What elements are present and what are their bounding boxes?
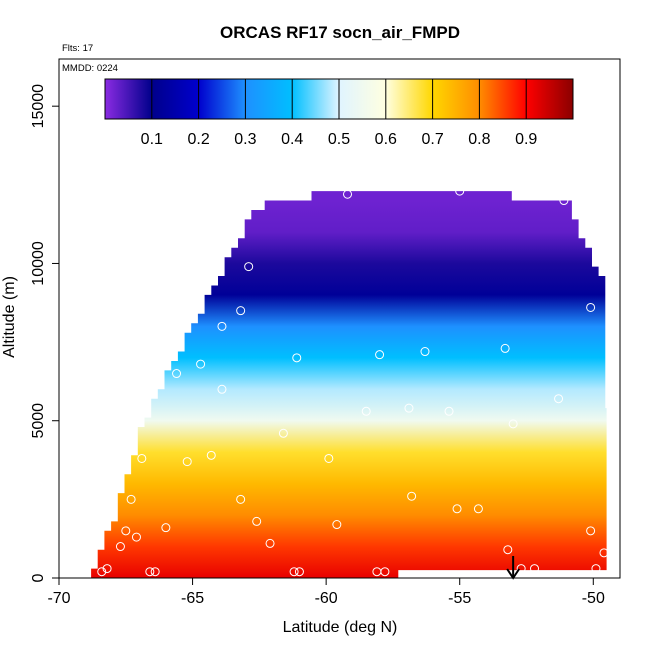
sample-point (102, 564, 112, 574)
sample-point (115, 542, 125, 552)
sample-point (444, 406, 454, 416)
colorbar-tick-label: 0.1 (141, 131, 163, 148)
y-tick-label: 15000 (30, 84, 47, 129)
sample-point (332, 520, 342, 530)
sample-point (452, 504, 462, 514)
sample-point (343, 189, 353, 199)
sample-point (206, 450, 216, 460)
sample-point (508, 419, 518, 429)
colorbar-tick-label: 0.3 (234, 131, 256, 148)
sample-point (145, 567, 155, 577)
sample-point (455, 186, 465, 196)
plot-area (91, 186, 609, 578)
sample-point (278, 428, 288, 438)
sample-point (554, 394, 564, 404)
sample-point (503, 545, 513, 555)
sample-point (131, 532, 141, 542)
sample-point (196, 359, 206, 369)
sample-point (137, 453, 147, 463)
sample-point (182, 457, 192, 467)
y-tick-label: 0 (30, 573, 47, 582)
sample-point (289, 567, 299, 577)
date-annotation: MMDD: 0224 (62, 63, 118, 74)
sample-point (172, 369, 182, 379)
sample-point (586, 526, 596, 536)
x-tick-label: -60 (315, 590, 338, 607)
chart-title: ORCAS RF17 socn_air_FMPD (220, 23, 460, 42)
sample-point (236, 494, 246, 504)
sample-point (294, 567, 304, 577)
sample-point (599, 548, 609, 558)
sample-point (516, 564, 526, 574)
sample-point (407, 491, 417, 501)
sample-point (236, 306, 246, 316)
y-tick-label: 10000 (30, 241, 47, 286)
colorbar-tick-label: 0.2 (187, 131, 209, 148)
sample-point (217, 384, 227, 394)
colorbar-tick-label: 0.6 (375, 131, 397, 148)
sample-point (586, 302, 596, 312)
sample-point (380, 567, 390, 577)
x-tick-label: -70 (47, 590, 70, 607)
colorbar-tick-label: 0.8 (468, 131, 490, 148)
sample-point (252, 516, 262, 526)
sample-point (361, 406, 371, 416)
flights-annotation: Flts: 17 (62, 43, 93, 54)
sample-point (166, 334, 176, 344)
sample-point (500, 343, 510, 353)
colorbar-tick-label: 0.7 (421, 131, 443, 148)
concentration-field (91, 191, 607, 578)
sample-point (591, 564, 601, 574)
y-axis-label: Altitude (m) (1, 276, 18, 358)
sample-point (420, 347, 430, 357)
sample-point (249, 196, 259, 206)
sample-point (375, 350, 385, 360)
sample-point (244, 262, 254, 272)
sample-point (473, 504, 483, 514)
sample-point (121, 526, 131, 536)
sample-point (292, 353, 302, 363)
sample-point (150, 567, 160, 577)
sample-point (126, 494, 136, 504)
y-tick-label: 5000 (30, 403, 47, 439)
colorbar-tick-label: 0.9 (515, 131, 537, 148)
sample-point (161, 523, 171, 533)
sample-point (97, 567, 107, 577)
sample-point (404, 403, 414, 413)
sample-point (217, 321, 227, 331)
sample-point (324, 453, 334, 463)
sample-point (530, 564, 540, 574)
sample-point (559, 196, 569, 206)
sample-point (265, 538, 275, 548)
x-axis-label: Latitude (deg N) (283, 619, 398, 636)
x-tick-label: -65 (181, 590, 204, 607)
colorbar-tick-label: 0.4 (281, 131, 303, 148)
colorbar-tick-label: 0.5 (328, 131, 350, 148)
x-tick-label: -55 (448, 590, 471, 607)
x-tick-label: -50 (582, 590, 605, 607)
plot-frame (58, 58, 621, 579)
